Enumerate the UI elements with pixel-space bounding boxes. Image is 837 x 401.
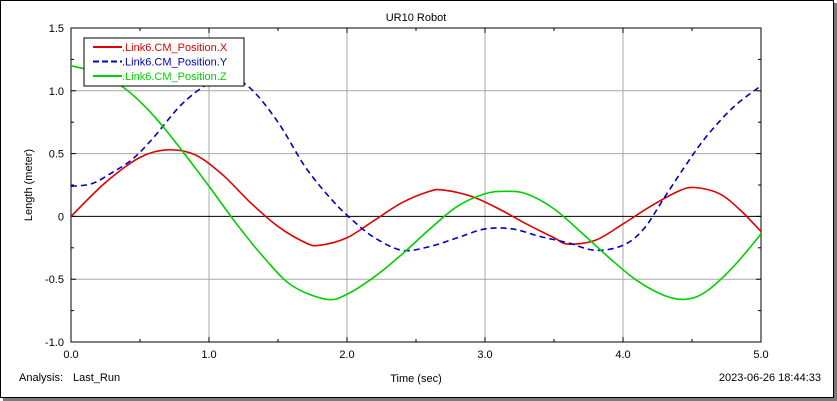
legend-entry: .Link6.CM_Position.Y	[122, 57, 228, 69]
y-tick-label: -1.0	[45, 337, 64, 349]
x-tick-label: 2.0	[339, 349, 354, 361]
x-tick-label: 0.0	[63, 349, 78, 361]
y-tick-label: 0	[58, 211, 64, 223]
x-tick-label: 5.0	[753, 349, 768, 361]
analysis-name: Last_Run	[73, 372, 121, 384]
y-tick-label: 1.5	[49, 23, 64, 35]
legend-entry: .Link6.CM_Position.X	[122, 42, 228, 54]
y-tick-label: 0.5	[49, 149, 64, 161]
x-tick-label: 1.0	[201, 349, 216, 361]
chart-title: UR10 Robot	[386, 12, 447, 24]
series-line-y	[71, 77, 761, 252]
series-line-z	[71, 64, 761, 301]
x-axis-label: Time (sec)	[390, 373, 442, 385]
y-axis-label: Length (meter)	[23, 149, 35, 221]
y-tick-label: 1.0	[49, 86, 64, 98]
legend-entry: .Link6.CM_Position.Z	[122, 71, 227, 83]
x-tick-label: 4.0	[615, 349, 630, 361]
timestamp: 2023-06-26 18:44:33	[718, 372, 821, 384]
analysis-label: Analysis:	[19, 372, 64, 384]
y-tick-label: -0.5	[45, 274, 64, 286]
x-tick-label: 3.0	[477, 349, 492, 361]
